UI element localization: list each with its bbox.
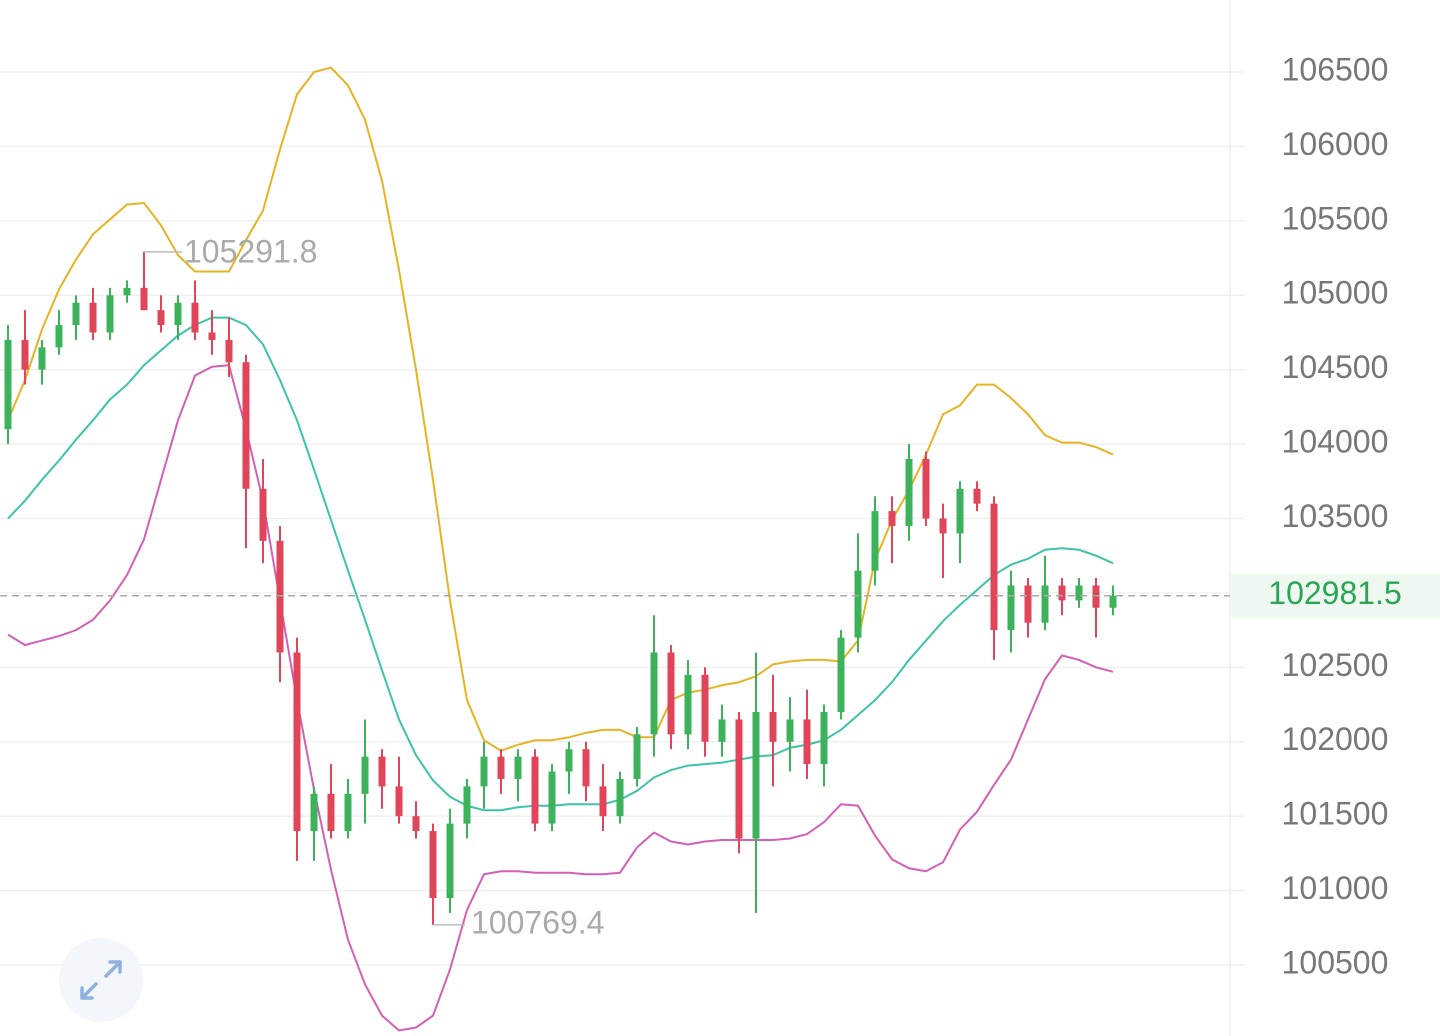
y-tick-label: 100500 — [1282, 944, 1389, 980]
candle-body — [888, 511, 896, 526]
candle-body — [1092, 585, 1100, 608]
low-annotation: 100769.4 — [471, 904, 604, 940]
candle-body — [55, 325, 63, 348]
candle-body — [293, 652, 301, 832]
candle-body — [803, 719, 811, 765]
candle-body — [106, 295, 114, 333]
candle-body — [480, 756, 488, 787]
expand-button[interactable] — [59, 938, 143, 1022]
candle-body — [361, 756, 369, 794]
candle-body — [157, 310, 165, 326]
candle-body — [4, 339, 12, 430]
candle-body — [837, 637, 845, 712]
candle-body — [276, 540, 284, 653]
candle-body — [684, 674, 692, 735]
candle-body — [446, 823, 454, 899]
candle-body — [735, 719, 743, 839]
candle-body — [395, 786, 403, 817]
y-tick-label: 101500 — [1282, 796, 1389, 832]
last-price-label: 102981.5 — [1268, 575, 1401, 611]
y-tick-label: 106000 — [1282, 126, 1389, 162]
candle-body — [242, 362, 250, 489]
candle-body — [378, 756, 386, 787]
candle-body — [514, 756, 522, 779]
candle-body — [208, 332, 216, 340]
candle-body — [191, 302, 199, 333]
candle-body — [327, 793, 335, 832]
candle-body — [140, 287, 148, 311]
candle-body — [21, 339, 29, 370]
candle-body — [939, 518, 947, 534]
candle-body — [769, 711, 777, 742]
candle-body — [973, 488, 981, 504]
candle-body — [497, 756, 505, 779]
y-tick-label: 102000 — [1282, 721, 1389, 757]
candle-body — [667, 652, 675, 735]
candle-body — [752, 711, 760, 839]
y-tick-label: 105000 — [1282, 275, 1389, 311]
candle-body — [854, 570, 862, 638]
candle-body — [463, 786, 471, 824]
candle-body — [599, 786, 607, 817]
y-tick-label: 101000 — [1282, 870, 1389, 906]
candle-body — [701, 674, 709, 742]
y-tick-label: 104000 — [1282, 424, 1389, 460]
candle-body — [1007, 585, 1015, 631]
high-annotation: 105291.8 — [184, 233, 317, 269]
candle-body — [905, 458, 913, 526]
candle-body — [582, 749, 590, 787]
candle-body — [616, 778, 624, 817]
candle-body — [1075, 585, 1083, 601]
y-tick-label: 105500 — [1282, 200, 1389, 236]
candle-body — [1058, 585, 1066, 601]
candle-body — [820, 711, 828, 765]
candle-body — [1024, 585, 1032, 623]
candle-body — [1109, 595, 1117, 608]
y-tick-label: 106500 — [1282, 51, 1389, 87]
candle-body — [225, 339, 233, 363]
candle-body — [633, 734, 641, 779]
candle-body — [429, 831, 437, 899]
candle-body — [344, 793, 352, 832]
candle-body — [38, 347, 46, 370]
candle-body — [1041, 585, 1049, 623]
candle-body — [89, 302, 97, 333]
candle-body — [123, 287, 131, 296]
y-tick-label: 102500 — [1282, 647, 1389, 683]
expand-button-bg[interactable] — [59, 938, 143, 1022]
candle-body — [786, 719, 794, 742]
candle-body — [174, 302, 182, 326]
candle-body — [310, 793, 318, 832]
candle-body — [548, 771, 556, 824]
candle-body — [871, 511, 879, 571]
candle-body — [412, 816, 420, 832]
candle-body — [990, 503, 998, 631]
candle-body — [922, 458, 930, 519]
candle-body — [565, 749, 573, 772]
band-line — [7, 364, 1114, 1032]
band-line — [7, 316, 1114, 812]
candle-body — [531, 756, 539, 824]
candle-body — [72, 302, 80, 326]
expand-icon[interactable] — [80, 960, 122, 1000]
last-price-box — [1230, 573, 1440, 618]
y-tick-label: 103500 — [1282, 498, 1389, 534]
candle-body — [956, 488, 964, 534]
band-line — [7, 66, 1114, 752]
y-tick-label: 104500 — [1282, 349, 1389, 385]
candle-body — [650, 652, 658, 735]
candle-body — [718, 719, 726, 742]
candle-body — [259, 488, 267, 541]
